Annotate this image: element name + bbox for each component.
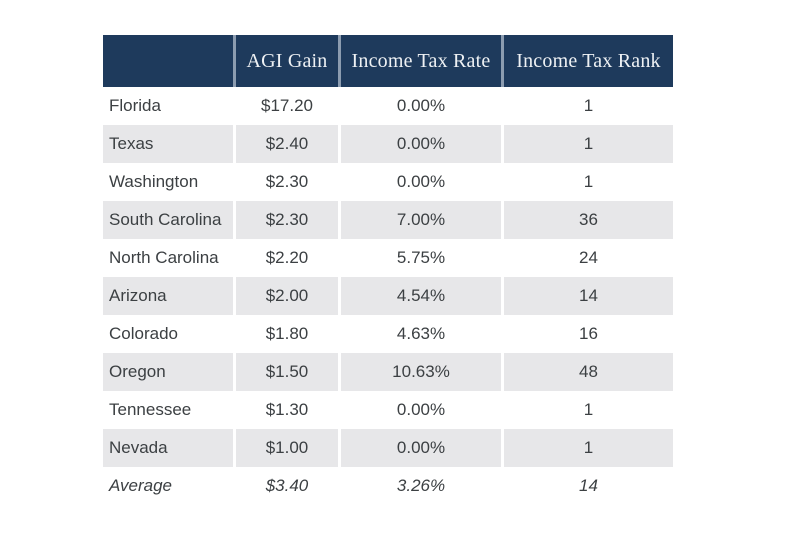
income-tax-rank-cell: 16 — [501, 315, 673, 353]
header-income-tax-rate: Income Tax Rate — [338, 35, 501, 87]
agi-gain-cell: $2.20 — [233, 239, 338, 277]
income-tax-rank-cell: 14 — [501, 467, 673, 505]
state-cell: Tennessee — [103, 391, 233, 429]
agi-gain-cell: $1.80 — [233, 315, 338, 353]
table-row-nevada: Nevada $1.00 0.00% 1 — [103, 429, 673, 467]
income-tax-rank-cell: 48 — [501, 353, 673, 391]
table-row-colorado: Colorado $1.80 4.63% 16 — [103, 315, 673, 353]
income-tax-rate-cell: 0.00% — [338, 87, 501, 125]
state-cell: Washington — [103, 163, 233, 201]
state-cell: Colorado — [103, 315, 233, 353]
income-tax-rate-cell: 10.63% — [338, 353, 501, 391]
income-tax-rate-cell: 4.63% — [338, 315, 501, 353]
table-row-tennessee: Tennessee $1.30 0.00% 1 — [103, 391, 673, 429]
agi-gain-cell: $2.30 — [233, 201, 338, 239]
state-cell: Oregon — [103, 353, 233, 391]
income-tax-rate-cell: 3.26% — [338, 467, 501, 505]
income-tax-rank-cell: 14 — [501, 277, 673, 315]
agi-gain-cell: $3.40 — [233, 467, 338, 505]
state-cell: Average — [103, 467, 233, 505]
income-tax-rate-cell: 0.00% — [338, 429, 501, 467]
agi-gain-cell: $2.00 — [233, 277, 338, 315]
agi-gain-cell: $2.30 — [233, 163, 338, 201]
income-tax-rate-cell: 0.00% — [338, 391, 501, 429]
table-row-arizona: Arizona $2.00 4.54% 14 — [103, 277, 673, 315]
income-tax-rate-cell: 4.54% — [338, 277, 501, 315]
header-income-tax-rank: Income Tax Rank — [501, 35, 673, 87]
income-tax-rate-cell: 0.00% — [338, 163, 501, 201]
income-tax-rate-cell: 5.75% — [338, 239, 501, 277]
income-tax-rate-cell: 7.00% — [338, 201, 501, 239]
state-cell: South Carolina — [103, 201, 233, 239]
state-cell: Texas — [103, 125, 233, 163]
state-income-tax-table: AGI Gain Income Tax Rate Income Tax Rank… — [103, 35, 673, 505]
income-tax-rank-cell: 1 — [501, 163, 673, 201]
table-row-oregon: Oregon $1.50 10.63% 48 — [103, 353, 673, 391]
table-row-north-carolina: North Carolina $2.20 5.75% 24 — [103, 239, 673, 277]
income-tax-rate-cell: 0.00% — [338, 125, 501, 163]
income-tax-rank-cell: 1 — [501, 125, 673, 163]
income-tax-rank-cell: 36 — [501, 201, 673, 239]
agi-gain-cell: $1.30 — [233, 391, 338, 429]
header-state — [103, 35, 233, 87]
table-row-florida: Florida $17.20 0.00% 1 — [103, 87, 673, 125]
agi-gain-cell: $2.40 — [233, 125, 338, 163]
state-cell: North Carolina — [103, 239, 233, 277]
state-cell: Florida — [103, 87, 233, 125]
state-cell: Arizona — [103, 277, 233, 315]
agi-gain-cell: $1.50 — [233, 353, 338, 391]
income-tax-rank-cell: 1 — [501, 429, 673, 467]
agi-gain-cell: $1.00 — [233, 429, 338, 467]
table-row-average: Average $3.40 3.26% 14 — [103, 467, 673, 505]
table-row-south-carolina: South Carolina $2.30 7.00% 36 — [103, 201, 673, 239]
income-tax-rank-cell: 24 — [501, 239, 673, 277]
header-row: AGI Gain Income Tax Rate Income Tax Rank — [103, 35, 673, 87]
table-row-washington: Washington $2.30 0.00% 1 — [103, 163, 673, 201]
income-tax-rank-cell: 1 — [501, 87, 673, 125]
agi-gain-cell: $17.20 — [233, 87, 338, 125]
header-agi-gain: AGI Gain — [233, 35, 338, 87]
state-cell: Nevada — [103, 429, 233, 467]
table-row-texas: Texas $2.40 0.00% 1 — [103, 125, 673, 163]
income-tax-rank-cell: 1 — [501, 391, 673, 429]
